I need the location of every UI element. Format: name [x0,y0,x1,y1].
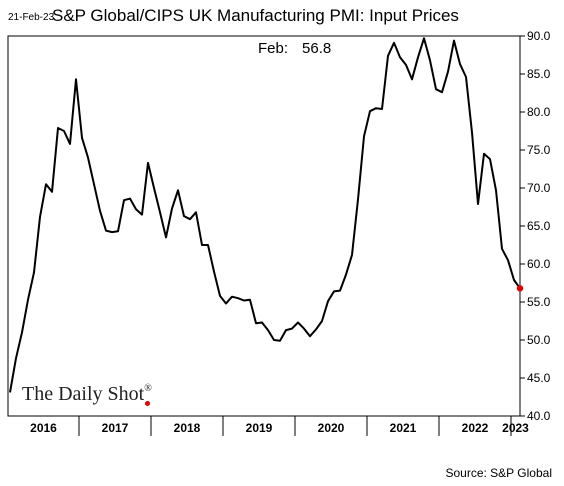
y-tick-label: 50.0 [527,333,551,347]
plot-frame [7,35,521,417]
annotation-value: 56.8 [302,40,332,57]
x-tick-label: 2018 [174,421,201,435]
y-tick-label: 60.0 [527,257,551,271]
x-tick-label: 2017 [102,421,129,435]
brand-dot-icon [145,401,150,406]
latest-point-marker [516,285,524,292]
x-tick-label: 2016 [30,421,57,435]
brand-reg-mark: ® [144,383,152,394]
y-tick-label: 55.0 [527,295,551,309]
series-line [9,37,521,393]
annotation-label: Feb: [258,40,289,57]
axes: 40.0 45.0 50.0 55.0 60.0 65.0 70.0 75.0 80.0 85.0… [7,29,551,436]
brand-logo: The Daily Shot® [22,383,152,406]
y-tick-label: 85.0 [527,67,551,81]
y-tick-label: 45.0 [527,371,551,385]
y-tick-label: 70.0 [527,181,551,195]
x-tick-label: 2022 [462,421,489,435]
x-tick-label: 2023 [502,421,529,435]
date-stamp: 21-Feb-23 [8,12,55,23]
source-note: Source: S&P Global [445,466,552,480]
y-tick-label: 65.0 [527,219,551,233]
chart-title: S&P Global/CIPS UK Manufacturing PMI: In… [52,6,459,25]
x-tick-label: 2019 [246,421,273,435]
x-tick-label: 2021 [390,421,417,435]
y-tick-label: 75.0 [527,143,551,157]
y-tick-label: 80.0 [527,105,551,119]
latest-value-annotation: Feb: 56.8 [258,40,331,57]
series-layer [9,37,524,393]
brand-name: The Daily Shot [22,383,145,405]
y-tick-label: 40.0 [527,409,551,423]
y-tick-label: 90.0 [527,29,551,43]
x-tick-label: 2020 [318,421,345,435]
